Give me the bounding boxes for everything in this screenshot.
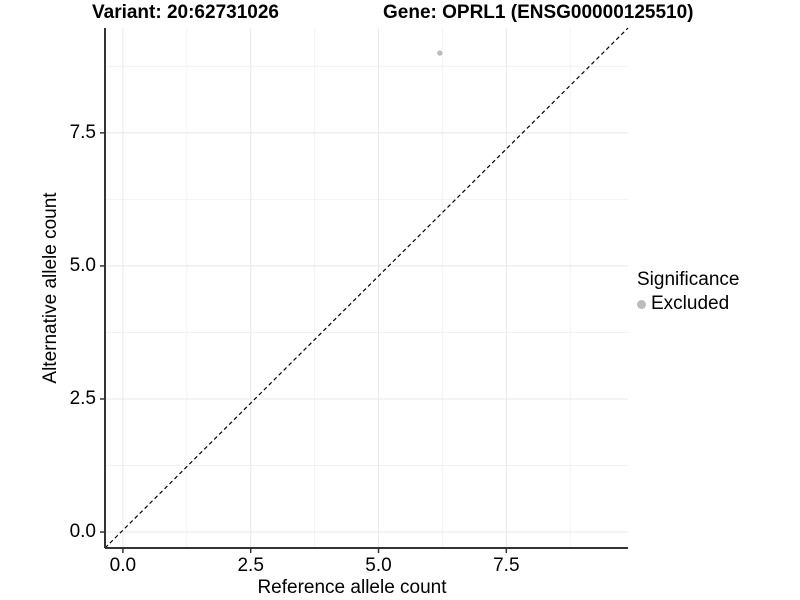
x-tick-label: 0.0 xyxy=(110,555,136,576)
legend-item-label: Excluded xyxy=(651,293,730,314)
x-tick-label: 2.5 xyxy=(237,555,263,576)
legend-title: Significance xyxy=(637,269,740,290)
data-point xyxy=(437,50,443,56)
x-axis-title: Reference allele count xyxy=(257,577,447,598)
x-tick-label: 5.0 xyxy=(365,555,391,576)
excluded-point-icon xyxy=(637,299,646,309)
y-tick-label: 2.5 xyxy=(70,388,96,409)
legend-item-excluded: Excluded xyxy=(637,293,739,315)
plot-title-gene: Gene: OPRL1 (ENSG00000125510) xyxy=(383,2,694,23)
identity-line xyxy=(104,27,629,549)
y-tick-label: 5.0 xyxy=(70,255,96,276)
y-axis-title: Alternative allele count xyxy=(40,192,61,384)
legend: Significance Excluded xyxy=(637,268,739,315)
plot-title-variant: Variant: 20:62731026 xyxy=(92,2,279,23)
x-tick-label: 7.5 xyxy=(493,555,519,576)
y-tick-label: 0.0 xyxy=(70,521,96,542)
y-tick-label: 7.5 xyxy=(70,122,96,143)
